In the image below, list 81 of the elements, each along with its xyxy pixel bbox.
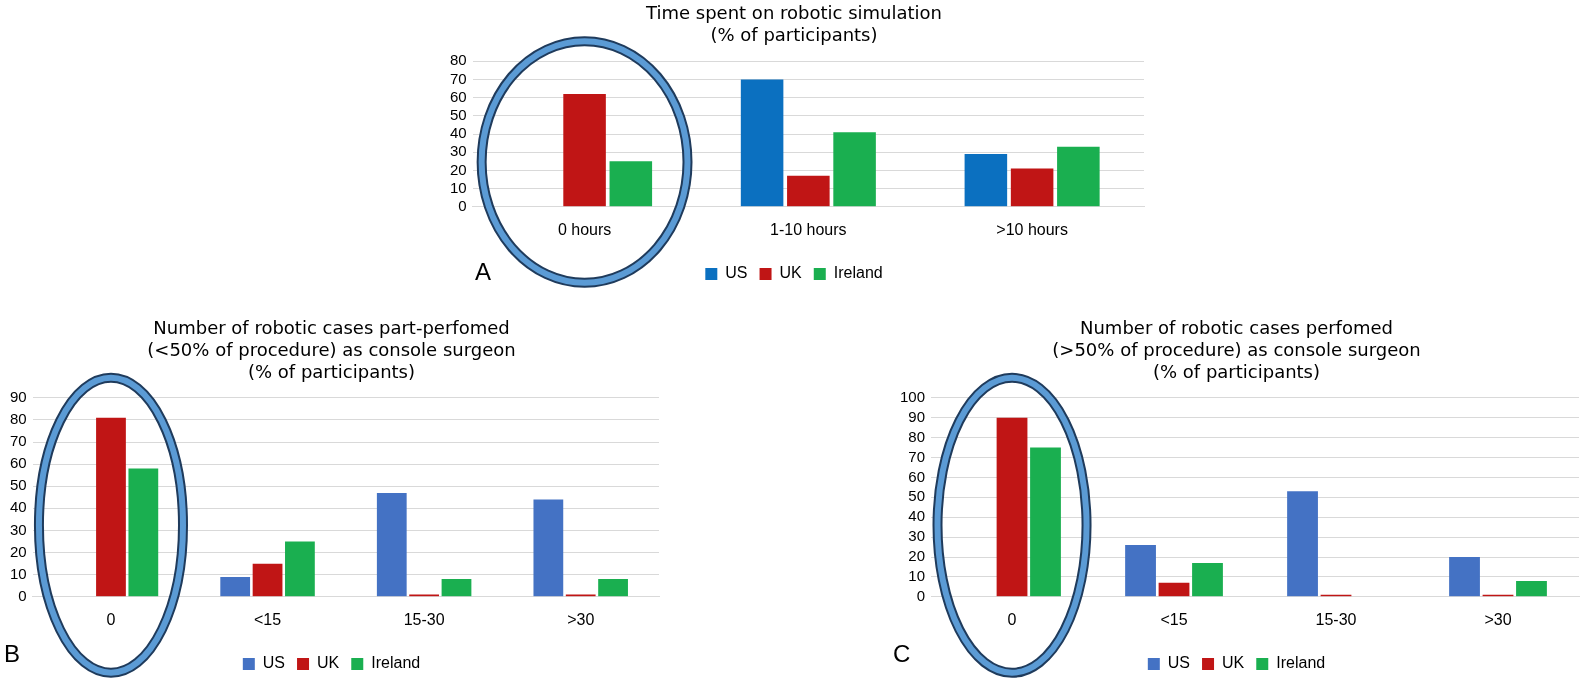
y-tick-label: 0 [18,586,27,604]
x-tick-label: <15 [253,610,282,628]
bar [1449,557,1480,597]
x-tick-label: 0 [106,610,116,628]
y-tick-label: 40 [450,124,467,142]
y-tick-label: 100 [900,387,926,405]
y-tick-label: 50 [450,105,467,123]
bar [996,417,1028,597]
x-tick-label: 1-10 hours [770,220,847,238]
bar [96,417,126,597]
y-tick-label: 20 [450,160,467,178]
y-tick-label: 40 [908,507,926,525]
bar [609,161,653,207]
bar [563,93,606,207]
legend-label: Ireland [833,264,883,282]
chart-title: Number of robotic cases perfomed (>50% of procedure) as console surgeon (% of participants) [1052,317,1421,382]
y-tick-label: 60 [10,454,27,472]
bar [1158,582,1190,597]
x-tick-label: >30 [1484,610,1512,628]
y-tick-label: 20 [908,547,926,565]
x-tick-label: >10 hours [996,220,1068,238]
bar [598,579,628,597]
bar [533,499,564,597]
y-tick-label: 60 [908,467,926,485]
y-tick-label: 30 [10,520,27,538]
bar [1192,562,1223,597]
legend-label: Ireland [1276,654,1326,672]
y-tick-label: 70 [908,447,926,465]
x-tick-label: 15-30 [403,610,445,628]
y-tick-label: 80 [10,410,27,428]
text: B [4,640,21,668]
bar [220,576,251,597]
bar [1010,168,1054,207]
y-tick-label: 90 [10,387,27,405]
y-tick-label: 50 [10,476,27,494]
y-tick-label: 80 [908,427,926,445]
y-tick-label: 20 [10,542,27,560]
bar [833,132,876,207]
y-tick-label: 10 [908,567,926,585]
bar [441,579,472,597]
x-tick-label: <15 [1160,610,1188,628]
y-tick-label: 0 [458,196,467,214]
y-tick-label: 10 [450,178,467,196]
bar [740,79,784,207]
y-tick-label: 80 [450,51,467,69]
bar [285,541,315,597]
y-tick-label: 40 [10,498,27,516]
y-tick-label: 60 [450,87,467,105]
bar [1516,580,1547,597]
y-tick-label: 90 [908,407,926,425]
legend-label: US [1167,654,1191,672]
x-tick-label: 0 [1007,610,1017,628]
legend-label: UK [317,654,340,672]
chart-title: Time spent on robotic simulation (% of participants) [645,2,942,46]
legend-label: US [262,654,286,672]
text: C [893,640,911,668]
bar [128,468,159,597]
bar [1030,447,1061,597]
x-tick-label: 15-30 [1315,610,1357,628]
bar [1057,146,1100,207]
bar [787,175,830,207]
y-tick-label: 50 [908,487,926,505]
legend-label: UK [779,264,803,282]
text: A [475,258,492,286]
y-tick-label: 30 [908,527,926,545]
y-tick-label: 70 [450,69,467,87]
y-tick-label: 30 [450,142,467,160]
bar [376,492,407,597]
x-tick-label: >30 [567,610,595,628]
legend-label: UK [1222,654,1245,672]
y-tick-label: 10 [10,564,27,582]
y-tick-label: 70 [10,432,27,450]
bar [252,563,283,597]
x-tick-label: 0 hours [557,220,612,238]
chart-title: Number of robotic cases part-perfomed (<50% of procedure) as console surgeon (% of participants) [147,317,516,382]
bar [1125,545,1156,597]
bar [1287,491,1318,597]
y-tick-label: 0 [916,586,926,604]
bar [964,154,1008,207]
legend-label: Ireland [371,654,421,672]
legend-label: US [725,264,748,282]
